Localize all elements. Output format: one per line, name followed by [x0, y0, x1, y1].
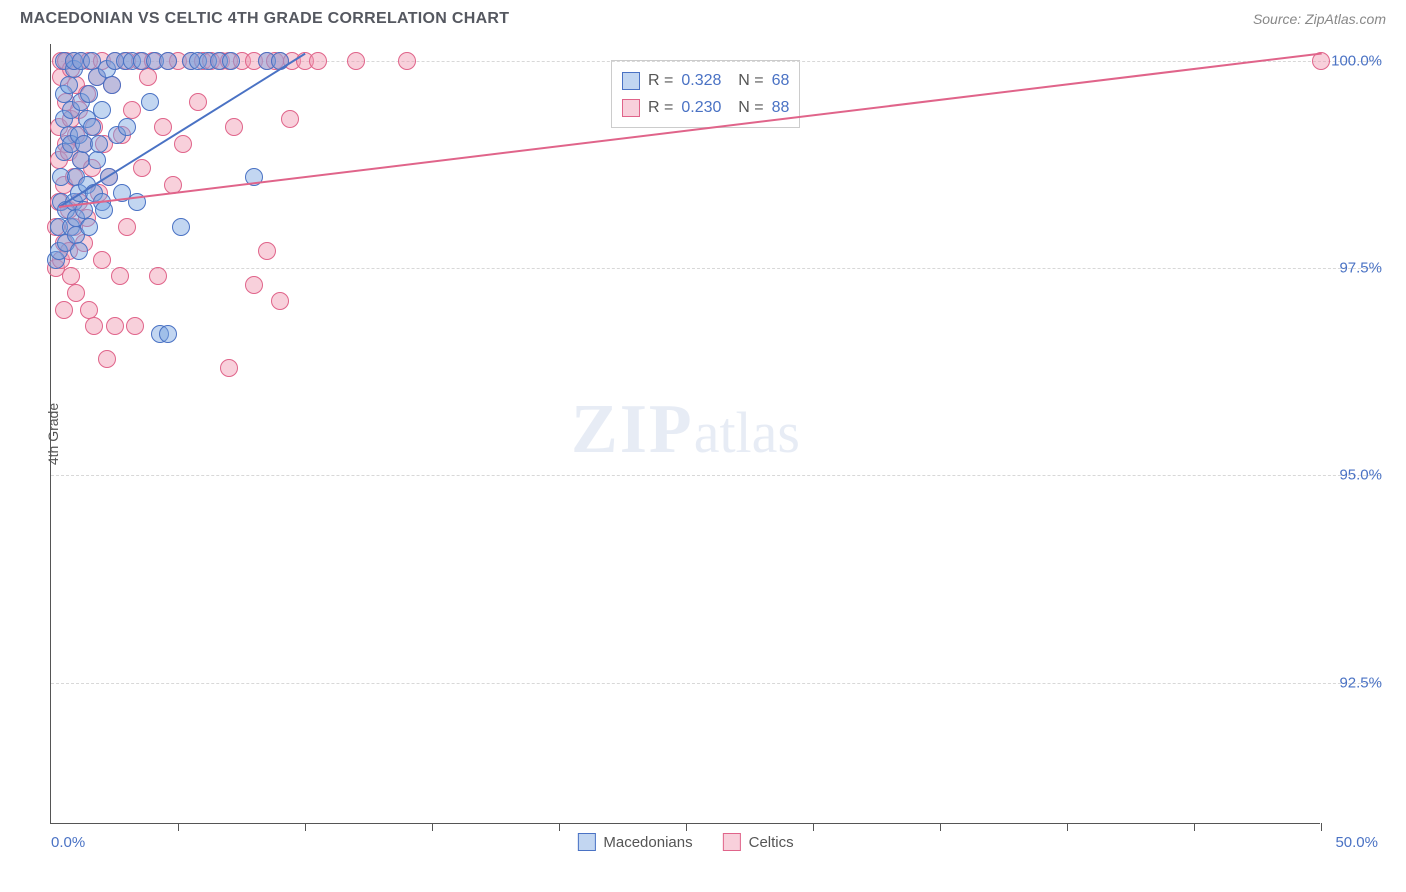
- scatter-marker: [126, 317, 144, 335]
- legend-swatch-icon: [622, 72, 640, 90]
- scatter-marker: [222, 52, 240, 70]
- legend-swatch-icon: [723, 833, 741, 851]
- scatter-marker: [245, 276, 263, 294]
- x-tick: [1321, 823, 1322, 831]
- scatter-marker: [258, 242, 276, 260]
- legend-swatch-icon: [577, 833, 595, 851]
- legend-item-celtics: Celtics: [723, 833, 794, 851]
- scatter-marker: [88, 151, 106, 169]
- x-tick: [1067, 823, 1068, 831]
- chart-container: 4th Grade ZIPatlas 0.0% 50.0% Macedonian…: [50, 44, 1390, 824]
- scatter-marker: [60, 76, 78, 94]
- scatter-marker: [281, 110, 299, 128]
- scatter-marker: [174, 135, 192, 153]
- x-tick: [1194, 823, 1195, 831]
- x-tick: [432, 823, 433, 831]
- source-attribution: Source: ZipAtlas.com: [1253, 11, 1386, 27]
- scatter-marker: [95, 201, 113, 219]
- chart-title: MACEDONIAN VS CELTIC 4TH GRADE CORRELATI…: [20, 10, 509, 28]
- scatter-marker: [271, 292, 289, 310]
- scatter-marker: [103, 76, 121, 94]
- scatter-marker: [80, 301, 98, 319]
- y-tick-label: 100.0%: [1331, 52, 1382, 69]
- gridline-h: [51, 683, 1381, 684]
- legend-item-macedonians: Macedonians: [577, 833, 692, 851]
- scatter-marker: [139, 68, 157, 86]
- scatter-marker: [98, 350, 116, 368]
- scatter-marker: [172, 218, 190, 236]
- scatter-marker: [80, 218, 98, 236]
- bottom-legend: Macedonians Celtics: [577, 833, 793, 851]
- stats-r-value: 0.328: [681, 67, 721, 94]
- scatter-marker: [159, 52, 177, 70]
- stats-n-label: N =: [729, 67, 763, 94]
- scatter-marker: [123, 101, 141, 119]
- watermark: ZIPatlas: [571, 390, 800, 470]
- y-tick-label: 95.0%: [1339, 467, 1382, 484]
- scatter-marker: [80, 85, 98, 103]
- scatter-marker: [90, 135, 108, 153]
- scatter-marker: [398, 52, 416, 70]
- scatter-marker: [62, 267, 80, 285]
- scatter-marker: [67, 284, 85, 302]
- y-tick-label: 97.5%: [1339, 260, 1382, 277]
- x-tick: [940, 823, 941, 831]
- scatter-marker: [309, 52, 327, 70]
- stats-row: R = 0.328 N = 68: [622, 67, 789, 94]
- legend-swatch-icon: [622, 99, 640, 117]
- x-axis-min-label: 0.0%: [51, 834, 85, 851]
- watermark-atlas: atlas: [694, 400, 800, 465]
- scatter-marker: [93, 101, 111, 119]
- watermark-zip: ZIP: [571, 391, 694, 468]
- legend-label: Macedonians: [603, 834, 692, 851]
- scatter-marker: [149, 267, 167, 285]
- legend-label: Celtics: [749, 834, 794, 851]
- scatter-marker: [225, 118, 243, 136]
- scatter-marker: [118, 118, 136, 136]
- scatter-marker: [347, 52, 365, 70]
- stats-n-label: N =: [729, 94, 763, 121]
- scatter-marker: [106, 317, 124, 335]
- y-tick-label: 92.5%: [1339, 674, 1382, 691]
- scatter-marker: [141, 93, 159, 111]
- scatter-marker: [189, 93, 207, 111]
- stats-r-value: 0.230: [681, 94, 721, 121]
- scatter-marker: [154, 118, 172, 136]
- gridline-h: [51, 475, 1381, 476]
- x-tick: [813, 823, 814, 831]
- scatter-marker: [111, 267, 129, 285]
- scatter-marker: [118, 218, 136, 236]
- scatter-marker: [83, 118, 101, 136]
- stats-n-value: 68: [772, 67, 790, 94]
- scatter-marker: [85, 317, 103, 335]
- stats-row: R = 0.230 N = 88: [622, 94, 789, 121]
- scatter-marker: [159, 325, 177, 343]
- stats-r-label: R =: [648, 94, 673, 121]
- scatter-marker: [133, 159, 151, 177]
- scatter-marker: [70, 242, 88, 260]
- stats-r-label: R =: [648, 67, 673, 94]
- scatter-marker: [55, 301, 73, 319]
- stats-legend-box: R = 0.328 N = 68R = 0.230 N = 88: [611, 60, 800, 128]
- x-tick: [559, 823, 560, 831]
- scatter-marker: [220, 359, 238, 377]
- x-tick: [178, 823, 179, 831]
- gridline-h: [51, 268, 1381, 269]
- scatter-marker: [93, 251, 111, 269]
- x-tick: [305, 823, 306, 831]
- plot-area: ZIPatlas 0.0% 50.0% Macedonians Celtics …: [50, 44, 1320, 824]
- x-tick: [686, 823, 687, 831]
- x-axis-max-label: 50.0%: [1335, 834, 1378, 851]
